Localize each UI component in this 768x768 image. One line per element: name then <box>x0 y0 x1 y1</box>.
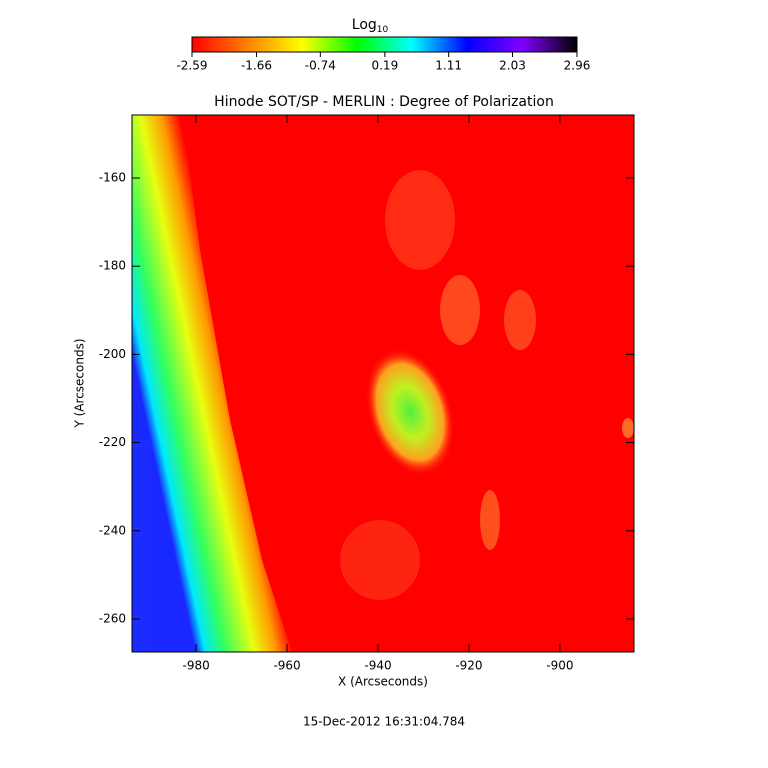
y-tick-label: -240 <box>99 523 126 537</box>
y-tick-label: -180 <box>99 259 126 273</box>
plot-frame <box>131 114 635 653</box>
x-tick-label: -960 <box>273 659 300 673</box>
y-axis-label: Y (Arcseconds) <box>73 338 87 428</box>
y-tick-label: -260 <box>99 611 126 625</box>
colorbar-tick-label: 1.11 <box>435 59 462 73</box>
colorbar-tick-label: -2.59 <box>176 59 207 73</box>
x-tick-label: -980 <box>182 659 209 673</box>
x-axis-label: X (Arcseconds) <box>338 675 428 689</box>
colorbar-tick-label: 2.03 <box>499 59 526 73</box>
colorbar-tick-label: 0.19 <box>371 59 398 73</box>
colorbar-tick-label: -1.66 <box>241 59 272 73</box>
y-tick-label: -200 <box>99 347 126 361</box>
colorbar-tick-label: -0.74 <box>305 59 336 73</box>
chart-title: Hinode SOT/SP - MERLIN : Degree of Polar… <box>214 94 554 110</box>
x-tick-label: -920 <box>455 659 482 673</box>
y-tick-label: -160 <box>99 171 126 185</box>
x-tick-label: -900 <box>546 659 573 673</box>
x-tick-label: -940 <box>364 659 391 673</box>
colorbar-tick-label: 2.96 <box>564 59 591 73</box>
date: 15-Dec-2012 16:31:04.784 <box>303 715 465 729</box>
y-tick-label: -220 <box>99 435 126 449</box>
colorbar <box>191 36 578 53</box>
colorbar-label: Log10 <box>352 17 389 35</box>
solar-image <box>132 115 634 652</box>
